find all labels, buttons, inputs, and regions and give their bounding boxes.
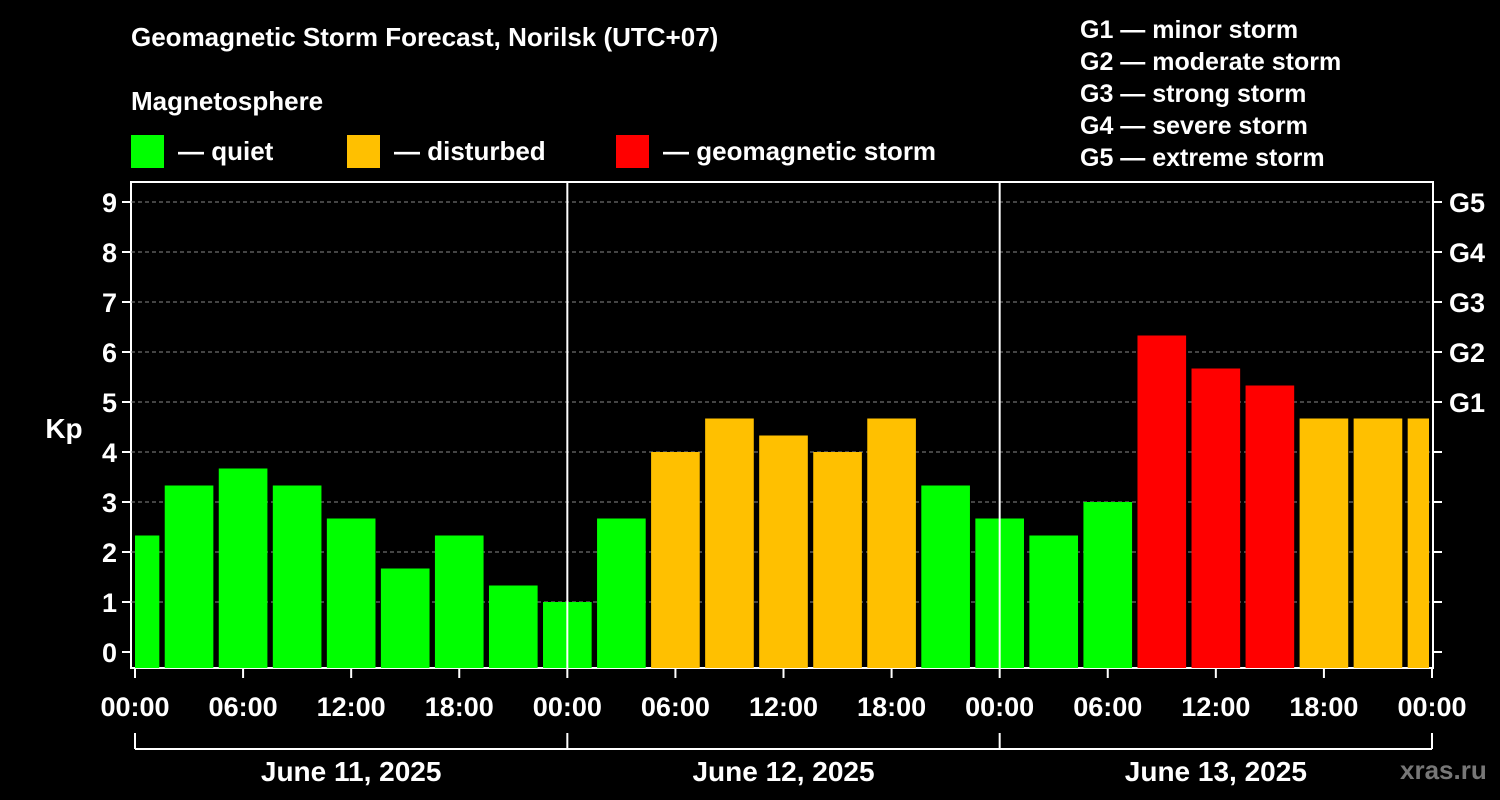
x-tick-label: 18:00 xyxy=(425,692,494,722)
kp-bar xyxy=(164,485,214,668)
legend-disturbed-label: — disturbed xyxy=(394,135,546,166)
x-tick-label: 00:00 xyxy=(533,692,602,722)
y-tick-label: 4 xyxy=(102,438,117,468)
kp-bar xyxy=(1407,418,1429,668)
y-tick-label: 1 xyxy=(102,588,117,618)
legend-storm-swatch xyxy=(616,134,649,168)
x-tick-label: 00:00 xyxy=(100,692,169,722)
chart-subtitle: Magnetosphere xyxy=(131,86,324,116)
legend-disturbed-swatch xyxy=(347,134,380,168)
day-label: June 13, 2025 xyxy=(1125,756,1307,787)
kp-bar xyxy=(597,518,646,668)
y-tick-label: 6 xyxy=(102,338,117,368)
y-tick-label: 0 xyxy=(102,638,117,668)
kp-bar xyxy=(1137,335,1187,668)
y-axis-label: Kp xyxy=(45,413,82,444)
kp-bar xyxy=(135,535,160,668)
storm-level-g3: G3 — strong storm xyxy=(1080,80,1307,108)
y-tick-label: 3 xyxy=(102,488,117,518)
y-tick-label: 9 xyxy=(102,188,117,218)
kp-bar xyxy=(651,452,700,668)
kp-bar xyxy=(434,535,484,668)
legend-quiet-label: — quiet xyxy=(178,135,274,166)
kp-bar xyxy=(813,452,862,668)
y-tick-label: 7 xyxy=(102,288,117,318)
kp-bar xyxy=(218,468,268,668)
storm-level-g1: G1 — minor storm xyxy=(1080,16,1299,44)
kp-bar xyxy=(1245,385,1295,668)
day-label: June 11, 2025 xyxy=(261,756,442,787)
x-tick-label: 18:00 xyxy=(1289,692,1358,722)
kp-bar xyxy=(380,568,430,668)
legend-quiet: — quiet xyxy=(131,134,273,168)
x-tick-label: 12:00 xyxy=(749,692,818,722)
x-tick-label: 00:00 xyxy=(1397,692,1466,722)
x-tick-label: 06:00 xyxy=(209,692,278,722)
legend-quiet-swatch xyxy=(131,134,164,168)
kp-bar xyxy=(867,418,916,668)
kp-bar xyxy=(1191,368,1241,668)
g-scale-label: G1 xyxy=(1449,388,1485,418)
kp-bar xyxy=(272,485,322,668)
kp-bar xyxy=(921,485,970,668)
g-scale-label: G3 xyxy=(1449,288,1485,318)
x-tick-label: 00:00 xyxy=(965,692,1034,722)
g-scale-label: G4 xyxy=(1449,238,1485,268)
chart-title: Geomagnetic Storm Forecast, Norilsk (UTC… xyxy=(131,22,719,52)
legend-storm-label: — geomagnetic storm xyxy=(663,135,937,166)
x-tick-label: 12:00 xyxy=(317,692,386,722)
x-tick-label: 12:00 xyxy=(1181,692,1250,722)
day-label: June 12, 2025 xyxy=(692,756,874,787)
kp-bar xyxy=(1083,502,1133,668)
kp-bar xyxy=(326,518,376,668)
x-tick-label: 06:00 xyxy=(641,692,710,722)
kp-bar xyxy=(1299,418,1349,668)
y-tick-label: 2 xyxy=(102,538,117,568)
kp-bar xyxy=(759,435,808,668)
kp-bar xyxy=(488,585,538,668)
legend-disturbed: — disturbed xyxy=(347,134,546,168)
kp-bar xyxy=(1029,535,1079,668)
x-tick-label: 18:00 xyxy=(857,692,926,722)
storm-level-g4: G4 — severe storm xyxy=(1080,112,1308,140)
legend-storm: — geomagnetic storm xyxy=(616,134,936,168)
storm-level-g5: G5 — extreme storm xyxy=(1080,144,1325,172)
g-scale-label: G5 xyxy=(1449,188,1485,218)
storm-level-legend: G1 — minor storm G2 — moderate storm G3 … xyxy=(1080,14,1341,174)
x-tick-label: 06:00 xyxy=(1073,692,1142,722)
y-tick-label: 8 xyxy=(102,238,117,268)
kp-bar xyxy=(705,418,754,668)
g-scale-label: G2 xyxy=(1449,338,1485,368)
storm-level-g2: G2 — moderate storm xyxy=(1080,48,1342,76)
kp-bar xyxy=(1353,418,1403,668)
y-tick-label: 5 xyxy=(102,388,117,418)
watermark: xras.ru xyxy=(1400,755,1487,785)
